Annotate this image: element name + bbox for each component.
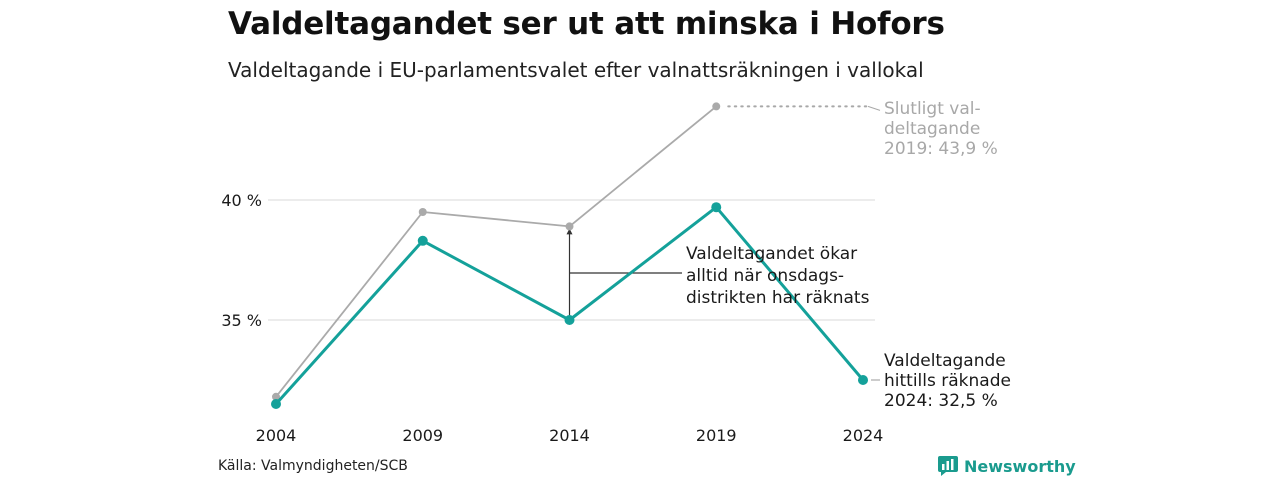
x-tick-label: 2019	[696, 426, 737, 445]
x-tick-label: 2014	[549, 426, 590, 445]
data-point	[565, 222, 574, 231]
y-tick-label: 35 %	[221, 311, 262, 330]
arrow-annotation-label: Valdeltagandet ökar	[686, 244, 857, 264]
data-point	[858, 375, 868, 385]
newsworthy-logo-icon	[938, 456, 958, 476]
final-turnout-label: Slutligt val-	[884, 99, 981, 119]
data-point	[272, 392, 280, 401]
annotation-arrow-head	[566, 228, 573, 235]
chart-title: Valdeltagandet ser ut att minska i Hofor…	[228, 6, 945, 42]
x-tick-label: 2009	[402, 426, 443, 445]
current-turnout-label: hittills räknade	[884, 371, 1011, 391]
final-turnout-label: deltagande	[884, 119, 980, 139]
series-line	[275, 105, 717, 398]
chart-subtitle: Valdeltagande i EU-parlamentsvalet efter…	[228, 58, 924, 82]
arrow-annotation-label: distrikten har räknats	[686, 288, 870, 308]
brand-logo: Newsworthy	[938, 456, 1076, 476]
data-point	[564, 315, 575, 325]
current-turnout-label: Valdeltagande	[884, 351, 1006, 371]
final-turnout-label: 2019: 43,9 %	[884, 139, 998, 159]
data-point	[417, 235, 428, 246]
data-point	[711, 202, 722, 213]
x-tick-label: 2024	[843, 426, 884, 445]
source-note: Källa: Valmyndigheten/SCB	[218, 458, 408, 474]
current-turnout-label: 2024: 32,5 %	[884, 391, 998, 411]
arrow-annotation-label: alltid när onsdags-	[686, 266, 844, 286]
final-turnout-leader	[867, 105, 881, 111]
brand-name: Newsworthy	[964, 456, 1076, 476]
x-tick-label: 2004	[256, 426, 297, 445]
data-point	[418, 208, 427, 216]
y-tick-label: 40 %	[221, 191, 262, 210]
data-point	[271, 399, 281, 409]
data-point	[712, 102, 721, 111]
